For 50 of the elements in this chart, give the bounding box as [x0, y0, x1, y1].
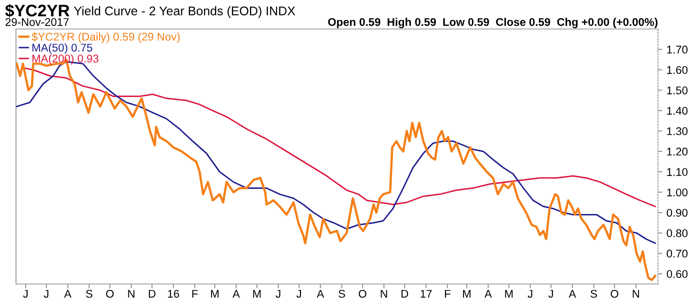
text: Open 0.59 High 0.59 Low 0.59 Close 0.59 Chg +0.00 (+0.00%) — [328, 18, 658, 28]
x-tick-label: O — [610, 290, 618, 298]
y-tick-label: 1.00 — [667, 188, 688, 196]
x-tick-label: M — [505, 290, 513, 298]
x-tick-label: O — [106, 290, 114, 298]
x-tick-label: S — [86, 290, 92, 298]
x-tick-label: A — [484, 290, 492, 298]
x-tick-label: N — [632, 290, 640, 298]
x-tick-label: N — [128, 290, 134, 298]
y-tick-label: 1.60 — [667, 66, 688, 74]
x-tick-label: S — [590, 290, 597, 298]
y-tick-label: 1.10 — [667, 168, 688, 176]
y-tick-label: 1.40 — [667, 106, 688, 115]
x-tick-label: D — [148, 290, 156, 298]
x-tick-label: 16 — [168, 290, 180, 298]
y-tick-label: 0.80 — [666, 229, 688, 238]
x-tick-label: F — [192, 290, 198, 298]
y-tick-label: 1.50 — [667, 86, 688, 94]
legend-label: MA(50) 0.75 — [32, 43, 92, 54]
x-tick-label: J — [44, 290, 48, 298]
line-series — [22, 67, 656, 208]
x-tick-label: J — [296, 290, 301, 298]
y-tick-label: 1.20 — [667, 148, 688, 156]
x-tick-label: A — [316, 290, 324, 298]
x-tick-label: J — [528, 290, 532, 298]
x-tick-label: D — [402, 290, 408, 298]
y-tick-label: 0.70 — [666, 250, 688, 258]
y-tick-label: 0.90 — [666, 208, 688, 217]
legend-label: MA(200) 0.93 — [32, 54, 98, 65]
y-tick-label: 1.30 — [667, 127, 688, 136]
x-tick-label: N — [380, 290, 388, 298]
x-tick-label: 17 — [420, 290, 432, 298]
x-tick-label: M — [211, 290, 219, 298]
chart-title: $YC2YR — [5, 4, 70, 18]
x-tick-label: M — [463, 290, 470, 298]
x-tick-label: A — [232, 290, 240, 298]
x-tick-label: J — [23, 290, 28, 298]
y-tick-label: 0.60 — [666, 270, 688, 278]
legend-label: $YC2YR (Daily) 0.59 (29 Nov) — [32, 32, 180, 43]
x-tick-label: M — [253, 290, 261, 298]
x-tick-label: F — [444, 290, 450, 298]
x-tick-label: A — [568, 290, 576, 298]
x-tick-label: A — [64, 290, 72, 298]
chart-subtitle: Yield Curve - 2 Year Bonds (EOD) INDX — [74, 6, 296, 18]
x-tick-label: J — [548, 290, 553, 298]
x-tick-label: O — [358, 290, 366, 298]
y-tick-label: 1.70 — [667, 46, 688, 54]
text: 29-Nov-2017 — [6, 18, 69, 26]
x-tick-label: S — [338, 290, 346, 298]
x-tick-label: J — [276, 290, 280, 298]
